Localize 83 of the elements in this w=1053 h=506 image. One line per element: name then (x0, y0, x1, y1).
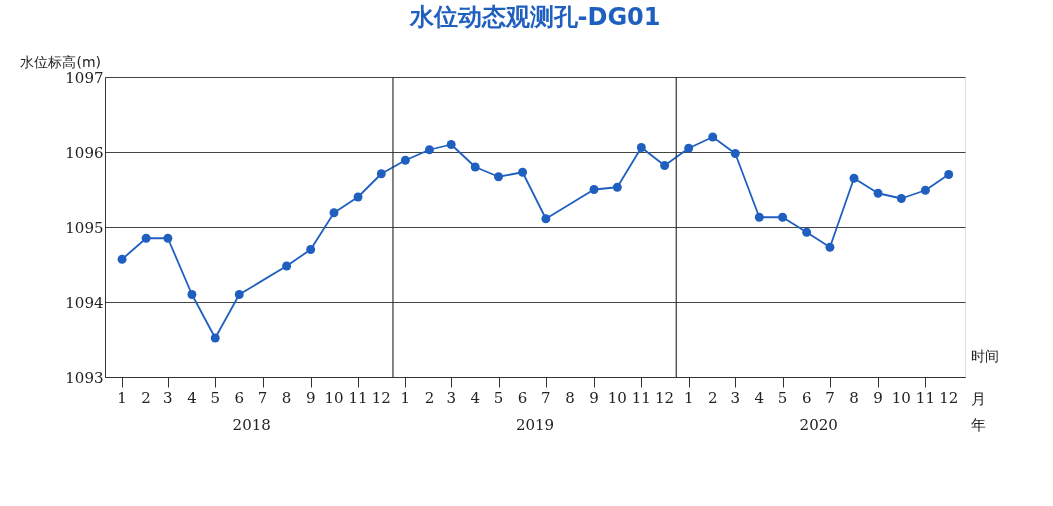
x-tick-label: 2 (707, 389, 718, 407)
point (400, 155, 410, 165)
text: 2018 (232, 416, 271, 434)
text: 年 (971, 416, 986, 434)
x-tick-label: 5 (777, 389, 788, 407)
point (329, 208, 339, 218)
x-tick-label: 3 (446, 389, 456, 407)
point (163, 233, 173, 243)
point (518, 167, 528, 177)
x-tick-label: 6 (801, 389, 812, 407)
y-tick-label: 1095 (65, 218, 104, 237)
point (612, 182, 622, 192)
point (944, 170, 954, 179)
x-tick-label: 7 (541, 389, 551, 407)
x-tick-label: 1 (117, 389, 127, 407)
point (446, 140, 456, 149)
y-tick-label: 1096 (65, 143, 104, 162)
x-tick-label: 10 (607, 389, 627, 407)
point (541, 214, 551, 224)
point (684, 143, 694, 153)
point (730, 149, 740, 158)
point (920, 185, 930, 195)
point (802, 227, 812, 237)
x-tick-label: 1 (683, 389, 694, 407)
point (470, 162, 480, 172)
point (117, 254, 127, 264)
x-tick-label: 12 (371, 389, 391, 407)
point (187, 290, 197, 299)
x-tick-label: 8 (281, 389, 292, 407)
x-tick-label: 2 (141, 389, 151, 407)
point (778, 212, 788, 222)
x-tick-label: 6 (517, 389, 528, 407)
point (660, 161, 670, 170)
x-tick-label: 5 (493, 389, 504, 407)
chart-title: 水位动态观测孔-DG01 (408, 3, 661, 31)
x-tick-label: 11 (348, 389, 368, 407)
point (234, 290, 244, 299)
x-tick-label: 6 (234, 389, 245, 407)
x-tick-label: 3 (163, 389, 173, 407)
point (754, 212, 764, 222)
text: 月 (971, 390, 986, 408)
point (494, 172, 503, 182)
x-tick-label: 4 (754, 389, 765, 407)
x-tick-label: 9 (589, 389, 599, 407)
point (353, 192, 363, 202)
point (636, 143, 646, 152)
x-axis-title: 时间 (971, 348, 999, 364)
point (873, 188, 883, 198)
x-tick-label: 3 (730, 389, 741, 407)
point (825, 242, 835, 252)
point (306, 245, 316, 254)
x-tick-label: 12 (939, 389, 959, 407)
x-tick-label: 9 (873, 389, 883, 407)
y-tick-label: 1097 (65, 68, 104, 87)
x-tick-label: 4 (187, 389, 197, 407)
x-tick-label: 2 (424, 389, 435, 407)
x-tick-label: 4 (470, 389, 481, 407)
point (141, 233, 151, 243)
text: 2019 (515, 416, 555, 434)
x-tick-label: 8 (849, 389, 859, 407)
point (282, 261, 292, 271)
x-tick-label: 9 (305, 389, 316, 407)
x-tick-label: 8 (565, 389, 575, 407)
x-tick-label: 11 (631, 389, 651, 407)
y-axis-title: 水位标高(m) (20, 54, 101, 70)
x-tick-label: 5 (210, 389, 220, 407)
y-tick-label: 1094 (65, 293, 104, 312)
x-tick-label: 12 (655, 389, 675, 407)
point (210, 333, 220, 343)
point (376, 169, 386, 179)
x-tick-label: 7 (825, 389, 835, 407)
x-tick-label: 11 (915, 389, 935, 407)
x-tick-label: 10 (324, 389, 344, 407)
point (589, 185, 599, 194)
point (424, 145, 434, 155)
point (708, 132, 718, 142)
text: 2020 (799, 416, 838, 434)
y-tick-label: 1093 (65, 368, 104, 387)
point (896, 194, 906, 203)
x-tick-label: 10 (891, 389, 911, 407)
point (849, 173, 859, 183)
x-tick-label: 1 (400, 389, 411, 407)
x-tick-label: 7 (257, 389, 268, 407)
